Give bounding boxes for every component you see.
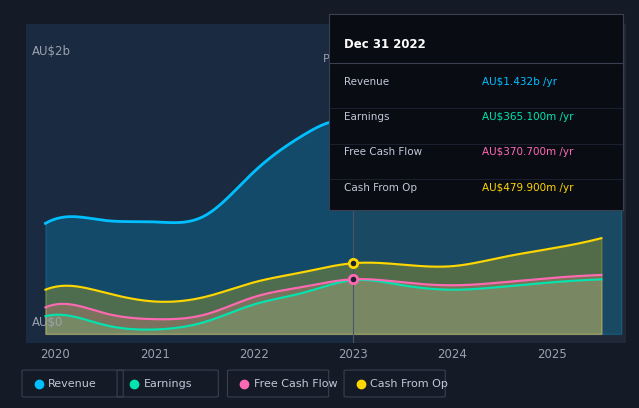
Text: AU$1.432b /yr: AU$1.432b /yr (482, 77, 557, 87)
Text: Analysts Forecasts: Analysts Forecasts (360, 54, 464, 64)
Text: Dec 31 2022: Dec 31 2022 (344, 38, 426, 51)
Text: Revenue: Revenue (344, 77, 389, 87)
Text: Cash From Op: Cash From Op (371, 379, 449, 388)
Bar (26, 24, 353, 343)
Text: Earnings: Earnings (143, 379, 192, 388)
Text: AU$370.700m /yr: AU$370.700m /yr (482, 147, 573, 157)
Text: Free Cash Flow: Free Cash Flow (344, 147, 422, 157)
Text: Cash From Op: Cash From Op (344, 183, 417, 193)
Text: AU$365.100m /yr: AU$365.100m /yr (482, 112, 573, 122)
Text: Earnings: Earnings (344, 112, 389, 122)
Text: Past: Past (323, 54, 346, 64)
Bar (353, 24, 626, 343)
Text: Free Cash Flow: Free Cash Flow (254, 379, 337, 388)
Text: Revenue: Revenue (49, 379, 97, 388)
Text: AU$0: AU$0 (31, 317, 63, 330)
Text: AU$479.900m /yr: AU$479.900m /yr (482, 183, 573, 193)
Text: AU$2b: AU$2b (31, 45, 70, 58)
